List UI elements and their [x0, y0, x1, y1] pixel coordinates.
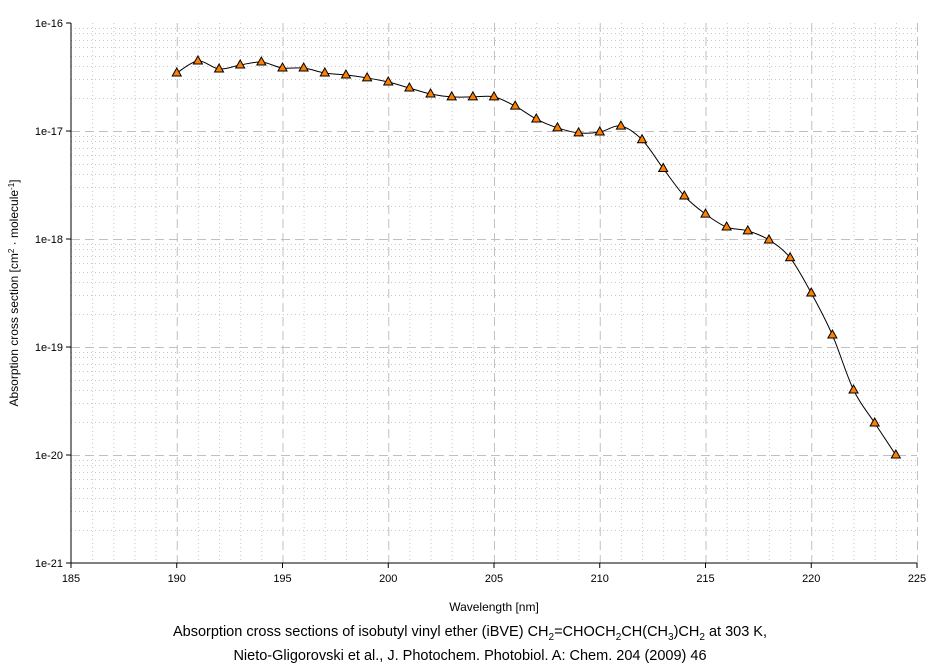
data-point-marker — [848, 383, 859, 394]
data-point-marker — [488, 90, 500, 101]
data-point-marker — [805, 287, 817, 297]
x-tick-label: 195 — [273, 573, 291, 585]
caption-segment: at 303 K, — [704, 624, 767, 640]
caption-segment: 2 — [548, 631, 555, 643]
data-point-marker — [763, 233, 775, 244]
data-point-marker — [509, 100, 521, 110]
data-point-marker — [171, 67, 183, 77]
caption-line-2: Nieto-Gligorovski et al., J. Photochem. … — [233, 648, 707, 664]
x-tick-label: 200 — [379, 573, 397, 585]
y-tick-label: 1e-18 — [35, 234, 63, 246]
data-point-marker — [827, 329, 838, 339]
caption-line-1: Absorption cross sections of isobutyl vi… — [0, 624, 940, 643]
y-tick-label: 1e-21 — [35, 558, 63, 570]
data-point-marker — [361, 71, 373, 82]
y-tick-label: 1e-17 — [35, 126, 63, 138]
data-point-marker — [446, 90, 458, 101]
y-axis-label: Absorption cross section [cm2 · molecule… — [7, 179, 22, 406]
x-tick-label: 215 — [696, 573, 714, 585]
caption-segment: CH(CH — [621, 624, 669, 640]
data-point-marker — [467, 90, 479, 101]
data-point-marker — [319, 67, 331, 77]
x-tick-label: 185 — [62, 573, 80, 585]
x-tick-labels: 185 190 195 200 205 210 215 220 225 — [62, 563, 926, 585]
data-point-marker — [192, 54, 204, 65]
data-point-marker — [425, 87, 436, 98]
x-axis-label: Wavelength [nm] — [449, 600, 539, 614]
data-point-marker — [298, 61, 310, 72]
y-label-segment: · molecule — [7, 190, 21, 249]
data-point-marker — [721, 221, 733, 231]
caption-segment: )CH — [673, 624, 700, 640]
y-tick-label: 1e-16 — [35, 18, 63, 30]
data-point-marker — [552, 121, 563, 132]
y-tick-label: 1e-20 — [35, 450, 63, 462]
data-point-marker — [615, 120, 627, 130]
data-point-marker — [234, 59, 246, 69]
data-point-marker — [277, 61, 288, 72]
data-point-marker — [530, 113, 542, 123]
data-point-marker — [700, 208, 711, 218]
x-tick-label: 220 — [802, 573, 820, 585]
caption-segment: 2 — [699, 631, 705, 643]
x-tick-label: 205 — [485, 573, 503, 585]
data-point-marker — [657, 162, 669, 172]
x-tick-label: 190 — [168, 573, 186, 585]
data-point-marker — [678, 190, 690, 200]
x-tick-label: 210 — [591, 573, 609, 585]
data-point-marker — [890, 448, 902, 459]
data-point-marker — [636, 133, 648, 144]
data-point-marker — [573, 126, 584, 137]
y-label-segment: Absorption cross section [cm — [7, 253, 21, 406]
x-tick-label: 225 — [908, 573, 926, 585]
data-point-marker — [594, 125, 606, 136]
series-markers — [171, 54, 902, 459]
data-point-marker — [382, 76, 394, 86]
data-point-marker — [742, 224, 754, 235]
data-point-marker — [255, 56, 267, 66]
major-grid — [71, 23, 918, 563]
y-label-segment: 2 — [7, 248, 16, 253]
y-label-segment: ] — [7, 179, 21, 182]
caption-segment: Absorption cross sections of isobutyl vi… — [172, 624, 549, 640]
data-point-marker — [404, 82, 415, 92]
caption-segment: 3 — [668, 631, 674, 643]
caption-segment: =CHOCH — [554, 624, 616, 640]
data-point-marker — [869, 416, 881, 427]
y-tick-label: 1e-19 — [35, 342, 63, 354]
data-point-marker — [213, 62, 225, 73]
caption-segment: 2 — [615, 631, 622, 643]
y-label-segment: -1 — [7, 182, 16, 190]
data-point-marker — [784, 251, 796, 262]
data-point-marker — [340, 68, 352, 79]
y-tick-labels: 1e-21 1e-20 1e-19 1e-18 1e-17 1e-16 — [35, 18, 71, 570]
